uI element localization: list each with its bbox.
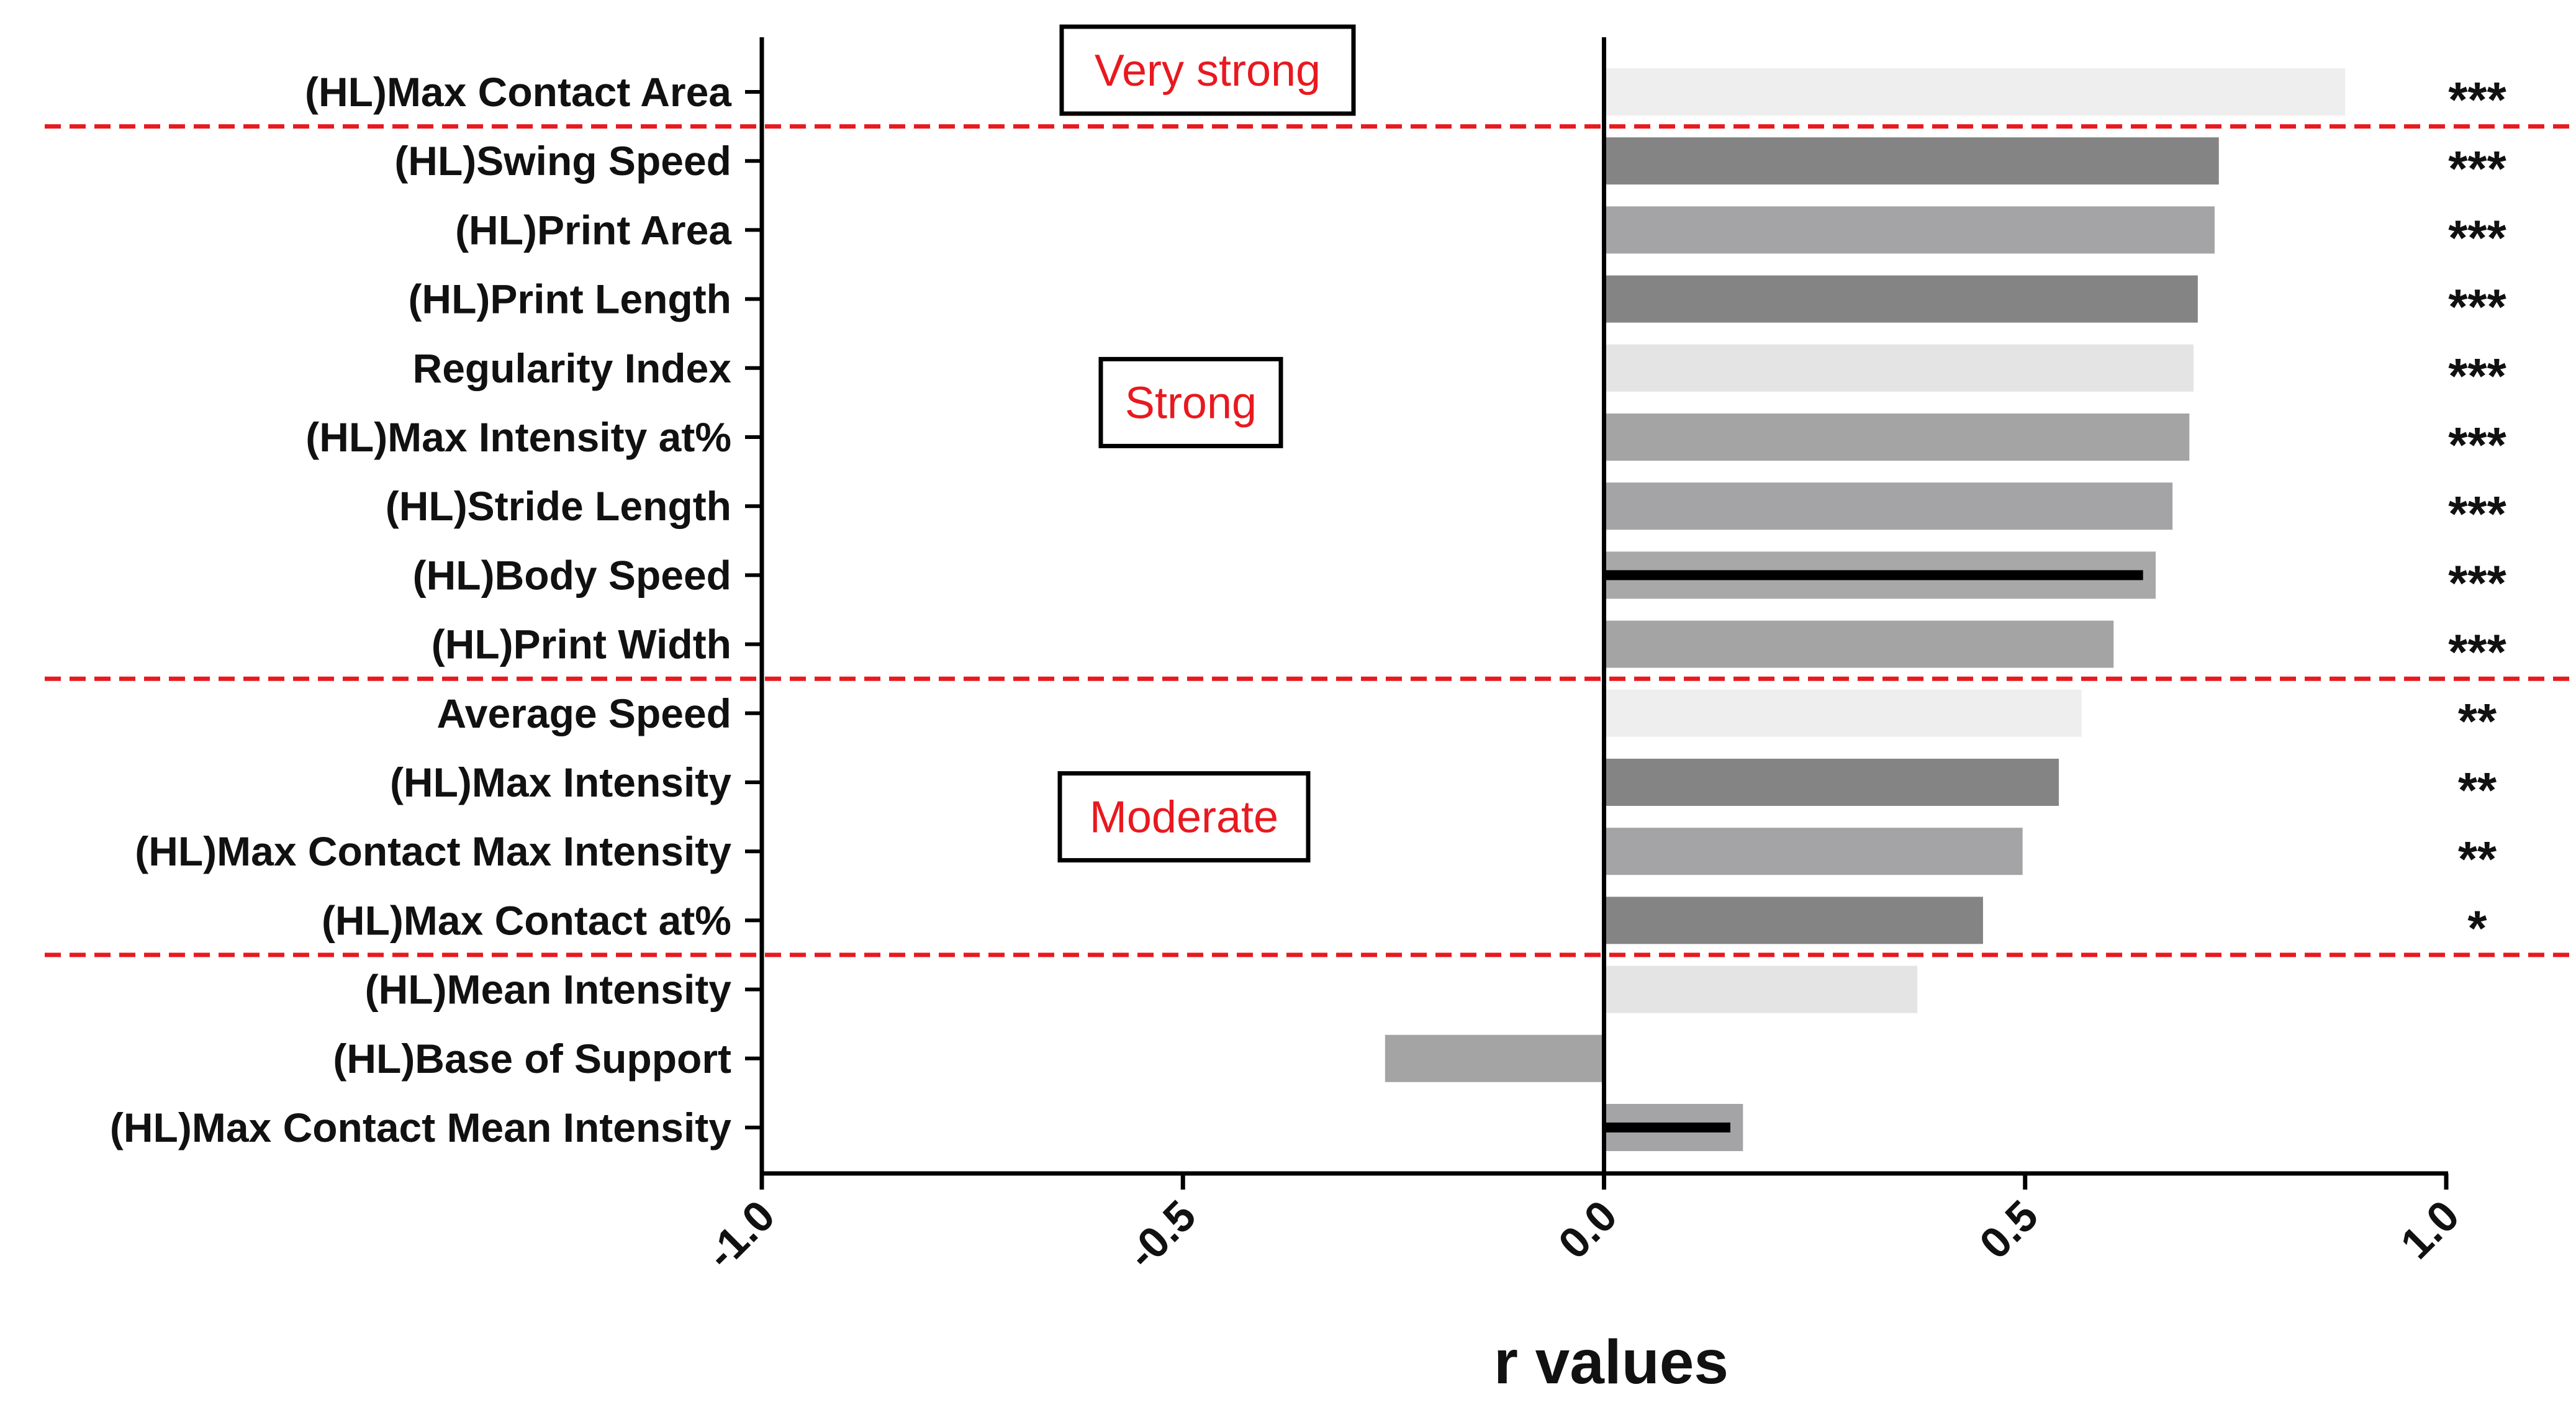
category-label: (HL)Print Length <box>408 276 731 322</box>
bar-average-speed <box>1604 689 2082 737</box>
significance-stars: *** <box>2448 417 2506 472</box>
category-label: Average Speed <box>437 690 731 736</box>
band-label-moderate: Moderate <box>1090 793 1278 843</box>
significance-stars: *** <box>2448 625 2506 680</box>
bar-hl-base-of-support <box>1385 1034 1604 1082</box>
bar-hl-max-intensity <box>1604 759 2059 806</box>
category-label: Regularity Index <box>413 345 732 391</box>
category-label: (HL)Max Contact at% <box>322 897 731 943</box>
category-label: (HL)Max Contact Mean Intensity <box>110 1105 731 1150</box>
bar-hl-mean-intensity <box>1604 965 1918 1013</box>
category-label: (HL)Body Speed <box>413 552 731 598</box>
bar-hl-stride-length <box>1604 482 2173 530</box>
x-tick-label: -0.5 <box>1118 1191 1204 1278</box>
significance-stars: *** <box>2448 486 2506 541</box>
x-tick-label: 0.0 <box>1549 1191 1626 1268</box>
category-label: (HL)Print Width <box>432 621 731 667</box>
category-label: (HL)Max Intensity <box>390 759 731 805</box>
category-label: (HL)Print Area <box>455 207 732 253</box>
x-tick-label: 1.0 <box>2392 1191 2469 1268</box>
bars-layer <box>1385 68 2346 1151</box>
significance-stars: *** <box>2448 210 2506 265</box>
significance-stars: *** <box>2448 348 2506 404</box>
bar-hl-max-intensity-at <box>1604 414 2190 461</box>
inner-lines-layer <box>1604 570 2143 1132</box>
band-box-moderate <box>1057 771 1311 863</box>
category-labels-layer: (HL)Max Contact Area (HL)Swing Speed (HL)P… <box>110 69 732 1150</box>
category-label: (HL)Max Contact Max Intensity <box>135 828 731 874</box>
significance-stars: *** <box>2448 279 2506 335</box>
bar-hl-swing-speed <box>1604 137 2219 185</box>
bar-hl-print-width <box>1604 620 2114 668</box>
band-labels-layer: Very strong Strong Moderate <box>1057 24 1356 863</box>
significance-stars: *** <box>2448 72 2506 127</box>
significance-stars: ** <box>2458 762 2497 818</box>
category-label: (HL)Stride Length <box>386 483 731 529</box>
x-tick-label: 0.5 <box>1970 1191 2047 1268</box>
bar-regularity-index <box>1604 344 2194 392</box>
band-label-strong: Strong <box>1125 378 1257 428</box>
significance-stars: *** <box>2448 141 2506 196</box>
bar-hl-print-area <box>1604 206 2215 254</box>
x-axis-title: r values <box>1494 1327 1729 1397</box>
bar-hl-print-length <box>1604 275 2198 323</box>
significance-stars: ** <box>2458 694 2497 749</box>
band-label-very-strong: Very strong <box>1095 46 1321 96</box>
significance-stars: ** <box>2458 831 2497 887</box>
category-label: (HL)Base of Support <box>333 1036 731 1082</box>
band-box-strong <box>1098 356 1283 448</box>
significance-stars: *** <box>2448 555 2506 610</box>
category-label: (HL)Mean Intensity <box>365 967 732 1013</box>
bar-hl-max-contact-max-intensity <box>1604 828 2023 875</box>
significance-layer: ********************************** <box>2448 72 2506 956</box>
axes-layer <box>745 37 2449 1190</box>
bar-hl-max-contact-at <box>1604 897 1983 944</box>
band-box-very-strong <box>1059 24 1356 116</box>
category-label: (HL)Max Contact Area <box>305 69 732 115</box>
category-label: (HL)Swing Speed <box>394 138 731 184</box>
bar-hl-max-contact-area <box>1604 68 2346 115</box>
x-tick-labels-layer: -1.0 -0.5 0.0 0.5 1.0 <box>697 1191 2468 1278</box>
significance-stars: * <box>2467 900 2487 956</box>
x-tick-label: -1.0 <box>697 1191 784 1278</box>
category-label: (HL)Max Intensity at% <box>305 414 731 460</box>
